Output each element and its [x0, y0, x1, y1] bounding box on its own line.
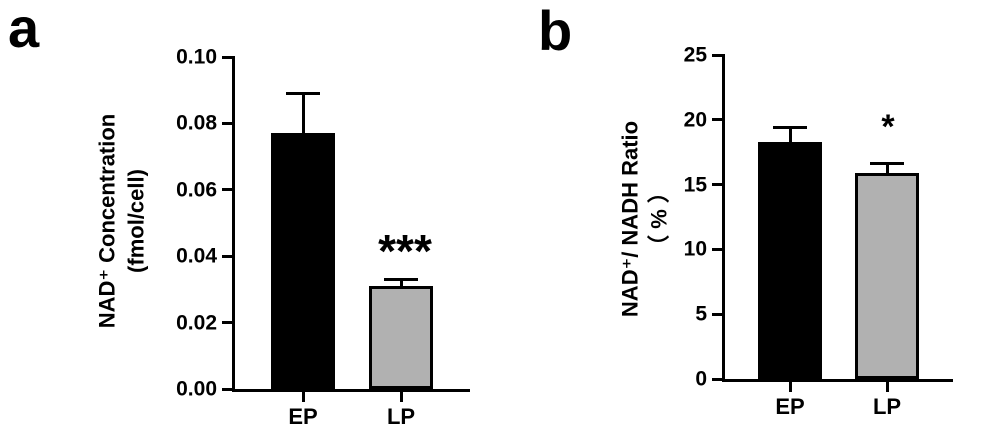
y-tick-label: 0.00 [176, 377, 217, 401]
error-bar-line [788, 127, 792, 144]
error-bar-line [885, 163, 889, 175]
y-tick-label: 20 [683, 108, 707, 132]
x-axis-line [232, 389, 470, 392]
panel-b-letter: b [538, 0, 573, 62]
y-tick-label: 0.06 [176, 178, 217, 202]
y-tick-mark [712, 118, 722, 122]
bar-lp [369, 286, 433, 389]
category-label-lp: LP [872, 394, 902, 419]
x-axis-line [722, 379, 953, 382]
y-tick-mark [222, 121, 232, 125]
y-axis-title: NAD⁺ Concentration (fmol/cell) [93, 114, 150, 329]
y-tick-label: 0.08 [176, 111, 217, 135]
y-axis-title-line: (fmol/cell) [123, 169, 148, 273]
y-tick-label: 0.04 [176, 244, 217, 268]
x-tick-mark [301, 392, 305, 402]
significance-marker: *** [378, 225, 432, 277]
y-axis-title-line: NAD⁺ Concentration [94, 113, 120, 329]
error-bar-cap [384, 277, 418, 281]
bar-ep [271, 133, 335, 389]
panel-a-letter: a [8, 0, 40, 59]
y-tick-label: 25 [683, 43, 707, 67]
y-tick-label: 5 [695, 302, 707, 326]
error-bar-cap [286, 92, 320, 96]
y-tick-mark [222, 321, 232, 325]
error-bar-line [301, 93, 305, 136]
y-axis-title-line: NAD⁺/ NADH Ratio [617, 120, 643, 318]
category-label-lp: LP [386, 404, 416, 429]
y-axis-title-line: （ % ） [646, 181, 671, 257]
y-tick-mark [712, 53, 722, 57]
y-tick-label: 15 [683, 173, 707, 197]
x-tick-mark [399, 392, 403, 402]
y-axis-line [722, 53, 725, 382]
y-tick-mark [712, 183, 722, 187]
error-bar-line [399, 279, 403, 289]
category-label-ep: EP [775, 394, 805, 419]
y-tick-mark [712, 247, 722, 251]
y-tick-mark [222, 387, 232, 391]
x-tick-mark [788, 382, 792, 392]
y-tick-label: 0.10 [176, 45, 217, 69]
y-tick-label: 10 [683, 237, 707, 261]
bar-ep [758, 141, 822, 379]
significance-marker: * [881, 108, 895, 146]
error-bar-cap [773, 126, 807, 130]
y-tick-mark [222, 254, 232, 258]
y-axis-title: NAD⁺/ NADH Ratio （ % ） [616, 121, 673, 317]
y-tick-mark [712, 312, 722, 316]
x-tick-mark [885, 382, 889, 392]
category-label-ep: EP [288, 404, 318, 429]
y-tick-mark [712, 377, 722, 381]
y-tick-label: 0.02 [176, 311, 217, 335]
error-bar-cap [870, 162, 904, 166]
y-tick-mark [222, 188, 232, 192]
y-tick-label: 0 [695, 367, 707, 391]
y-axis-line [232, 55, 235, 392]
y-tick-mark [222, 55, 232, 59]
bar-lp [855, 172, 919, 379]
